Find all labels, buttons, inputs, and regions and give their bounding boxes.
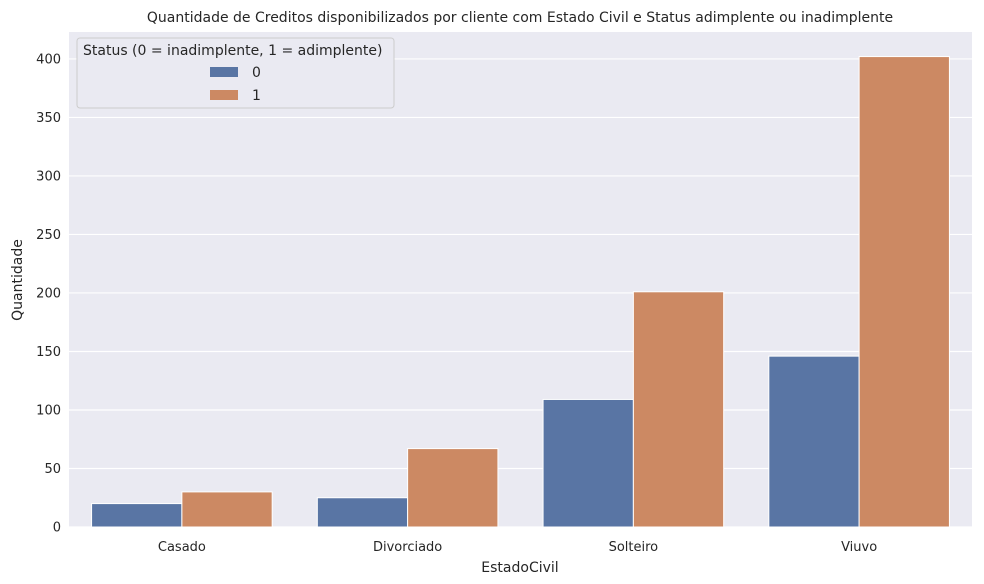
- y-tick-label: 100: [36, 403, 61, 418]
- x-axis-label: EstadoCivil: [481, 560, 558, 576]
- bar-casado-series-0: [91, 503, 183, 528]
- x-tick-label: Casado: [158, 540, 206, 555]
- bar-solteiro-series-1: [632, 291, 725, 528]
- y-tick-label: 300: [36, 169, 61, 184]
- bar-divorciado-series-1: [407, 448, 499, 528]
- x-tick-label: Divorciado: [373, 540, 442, 555]
- bar-viuvo-series-0: [768, 355, 860, 528]
- bar-casado-series-1: [181, 491, 273, 528]
- bar-viuvo-series-1: [858, 56, 950, 528]
- legend: Status (0 = inadimplente, 1 = adimplente…: [76, 37, 395, 109]
- legend-swatch-0: [210, 67, 238, 77]
- x-tick-label: Solteiro: [609, 540, 659, 555]
- x-tick-label: Viuvo: [841, 540, 877, 555]
- y-tick-label: 200: [36, 286, 61, 301]
- legend-entry-0: 0: [252, 65, 261, 81]
- y-tick-label: 50: [44, 462, 61, 477]
- x-axis: Casado Divorciado Solteiro Viuvo: [158, 540, 877, 555]
- y-tick-label: 150: [36, 345, 61, 360]
- bar-divorciado-series-0: [316, 497, 409, 528]
- y-axis-label: Quantidade: [10, 239, 26, 321]
- y-tick-label: 250: [36, 228, 61, 243]
- legend-swatch-1: [210, 90, 238, 100]
- legend-entry-1: 1: [252, 88, 261, 104]
- y-tick-label: 0: [53, 521, 61, 536]
- y-axis: 0 50 100 150 200 250 300 350 400: [36, 52, 61, 535]
- legend-title: Status (0 = inadimplente, 1 = adimplente…: [83, 43, 382, 59]
- bar-solteiro-series-0: [542, 398, 634, 528]
- y-tick-label: 400: [36, 52, 61, 67]
- y-tick-label: 350: [36, 111, 61, 126]
- chart-title: Quantidade de Creditos disponibilizados …: [147, 10, 893, 26]
- bars: [91, 56, 950, 528]
